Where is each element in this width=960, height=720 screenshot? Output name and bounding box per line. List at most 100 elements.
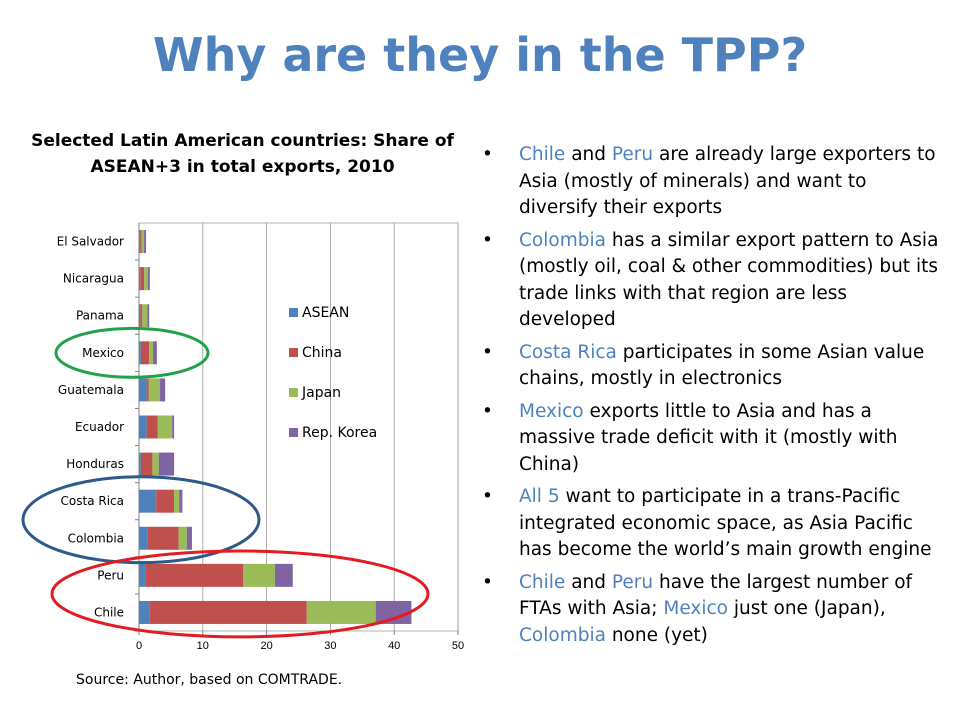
legend-swatch [289,388,298,397]
bar-china-guatemala [146,378,149,402]
bullet-text: have the largest number of FTAs with Asi… [519,571,913,620]
bar-rep-korea-ecuador [172,415,175,439]
bullet-item: Chile and Peru have the largest number o… [482,570,942,650]
highlighted-country: Mexico [519,400,584,422]
bar-rep-korea-colombia [186,526,192,550]
bar-china-honduras [140,452,153,476]
bar-japan-costa-rica [174,489,180,513]
bar-japan-nicaragua [144,267,148,291]
bullet-item: Costa Rica participates in some Asian va… [482,340,942,393]
bar-china-peru [145,563,243,587]
bar-japan-ecuador [157,415,173,439]
bar-rep-korea-nicaragua [147,267,150,291]
source-note: Source: Author, based on COMTRADE. [76,672,343,688]
bar-rep-korea-el-salvador [144,230,147,254]
stacked-bar-chart: 0 10 20 30 40 50 Chile Peru Colombia Costa Rica Ho… [21,222,464,652]
bar-china-ecuador [146,415,158,439]
highlight-ellipse [50,549,430,639]
x-tick-label: 50 [452,640,464,652]
category-label: Honduras [66,457,124,471]
bar-china-nicaragua [140,267,145,291]
bullet-text: exports little to Asia and has a massive… [519,400,898,475]
bar-rep-korea-costa-rica [179,489,183,513]
bar-asean-chile [139,600,150,624]
legend-label: ASEAN [302,305,349,321]
bar-asean-honduras [139,452,141,476]
x-tick-label: 30 [324,640,336,652]
bar-japan-panama [142,304,148,328]
bar-rep-korea-panama [147,304,150,328]
bar-japan-colombia [178,526,187,550]
highlighted-country: Colombia [519,624,606,646]
legend-swatch [289,428,298,437]
bar-china-chile [149,600,307,624]
bar-asean-guatemala [139,378,147,402]
legend-label: Rep. Korea [302,425,377,441]
highlighted-country: Costa Rica [519,341,617,363]
category-label: Colombia [68,531,124,545]
category-label: Costa Rica [61,494,124,508]
bar-asean-peru [139,563,146,587]
bar-china-el-salvador [140,230,142,254]
legend-label: Japan [301,385,341,401]
bar-china-mexico [140,341,150,365]
bullet-text: are already large exporters to Asia (mos… [519,144,936,218]
category-label: El Salvador [57,235,124,249]
bar-japan-honduras [152,452,159,476]
highlighted-country: Peru [611,571,654,593]
slide-title: Why are they in the TPP? [152,28,808,82]
bullet-text: and [565,144,612,165]
x-tick-label: 20 [260,640,272,652]
x-tick-label: 40 [388,640,400,652]
legend-label: China [302,345,342,361]
highlighted-country: Chile [519,571,566,593]
bullet-text: none (yet) [605,624,708,646]
bar-rep-korea-chile [375,600,412,624]
category-label: Ecuador [75,420,124,434]
bar-china-costa-rica [156,489,175,513]
x-tick-label: 0 [136,640,142,652]
bar-asean-nicaragua [139,267,141,291]
chart-title: Selected Latin American countries: Share… [31,131,454,177]
bar-rep-korea-honduras [158,452,175,476]
bullet-text: has a similar export pattern to Asia (mo… [519,229,939,331]
bullet-text: want to participate in a trans-Pacific i… [519,486,932,560]
legend-swatch [289,308,298,317]
bullet-item: Colombia has a similar export pattern to… [482,228,942,334]
bullet-item: All 5 want to participate in a trans-Pac… [482,484,942,564]
bullet-list: Chile and Peru are already large exporte… [482,142,942,655]
bar-japan-chile [306,600,376,624]
bar-rep-korea-guatemala [160,378,166,402]
bar-asean-ecuador [139,415,147,439]
highlight-ellipse [21,475,261,565]
category-label: Chile [94,605,124,619]
highlighted-country: Chile [519,144,566,165]
bullet-item: Chile and Peru are already large exporte… [482,142,942,222]
bar-japan-guatemala [148,378,161,402]
bar-china-colombia [147,526,179,550]
category-label: Peru [97,568,124,582]
bullet-text: and [565,571,612,593]
bar-rep-korea-mexico [153,341,157,365]
bar-rep-korea-peru [274,563,293,587]
category-label: Nicaragua [63,272,124,286]
bar-japan-peru [242,563,275,587]
highlight-ellipse [54,326,210,379]
bar-japan-mexico [149,341,154,365]
category-label: Panama [76,309,124,323]
highlighted-country: Peru [611,144,654,165]
category-label: Mexico [82,346,124,360]
bar-asean-el-salvador [139,230,141,254]
bullet-text: just one (Japan), [727,598,886,619]
bar-asean-panama [139,304,141,328]
highlighted-country: Mexico [663,598,728,619]
bullet-text: participates in some Asian value chains,… [519,341,925,390]
bar-china-panama [140,304,143,328]
highlighted-country: Colombia [519,229,606,251]
highlighted-country: All 5 [519,486,560,507]
legend-swatch [289,348,298,357]
category-label: Guatemala [58,383,124,397]
bar-asean-mexico [139,341,141,365]
bar-asean-costa-rica [139,489,157,513]
bar-asean-colombia [139,526,148,550]
